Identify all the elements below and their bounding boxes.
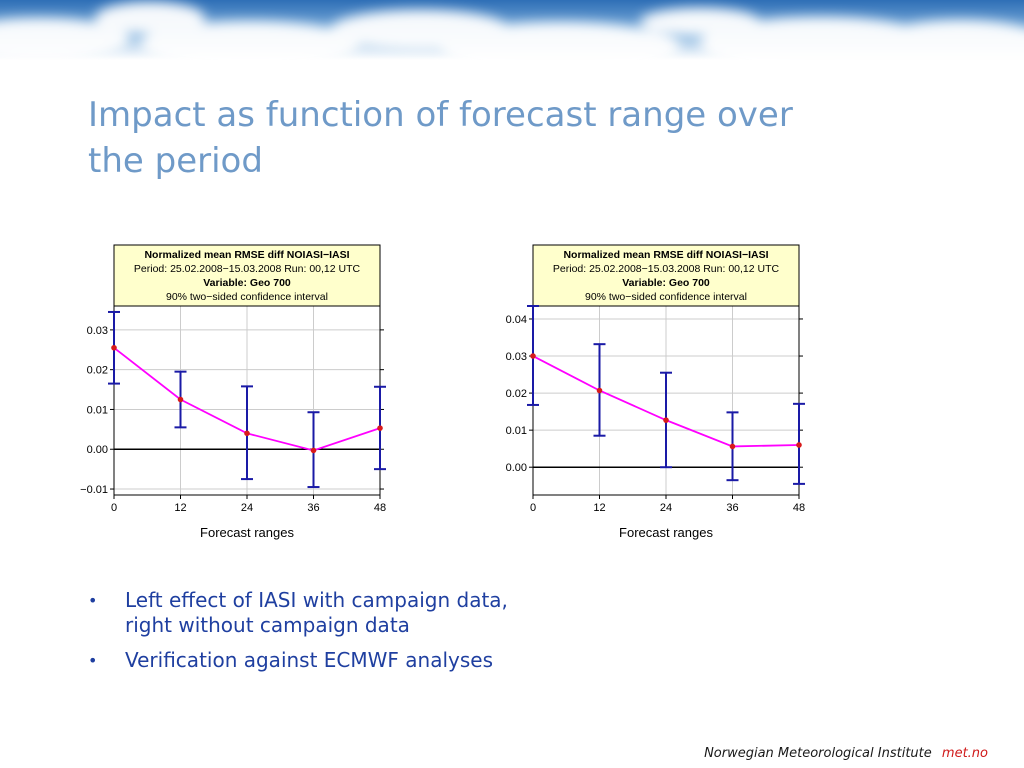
data-point [244,430,250,437]
chart-header-line: Variable: Geo 700 [203,277,291,289]
footer-brand: met.no [941,746,988,761]
x-tick-label: 0 [111,502,117,514]
slide-title-line: Impact as function of forecast range ove… [88,95,793,135]
chart-header-line: Variable: Geo 700 [622,277,710,289]
x-tick-label: 24 [241,502,253,514]
y-tick-label: 0.03 [506,351,527,363]
y-tick-label: 0.01 [87,404,108,416]
footer-org: Norwegian Meteorological Institute [704,746,932,761]
slide-title: Impact as function of forecast range ove… [88,92,848,184]
y-tick-label: 0.03 [87,325,108,337]
data-point [729,443,736,450]
x-tick-label: 24 [660,502,672,514]
footer: Norwegian Meteorological Institute met.n… [704,746,988,761]
data-point [177,396,184,403]
data-point [530,353,536,359]
y-tick-label: 0.04 [506,314,527,326]
y-tick-label: −0.01 [80,484,108,496]
x-axis-label: Forecast ranges [200,525,294,540]
y-tick-label: 0.02 [87,365,108,377]
data-point [310,447,317,454]
chart-left: Normalized mean RMSE diff NOIASI−IASI Per… [80,244,386,540]
bullet-dot-icon: • [88,591,98,610]
data-point [111,344,117,351]
data-point [596,387,603,394]
x-tick-label: 48 [374,502,386,514]
y-tick-label: 0.02 [506,388,527,400]
chart-header-line: 90% two−sided confidence interval [166,291,328,303]
sky-banner [0,0,1024,140]
chart-header-line: Period: 25.02.2008−15.03.2008 Run: 00,12… [134,263,361,275]
data-point [663,417,669,423]
chart-header-box [532,244,800,307]
y-tick-label: 0.00 [87,444,108,456]
bullet-item: • Verification against ECMWF analyses [88,648,508,673]
bullet-dot-icon: • [88,651,98,670]
bullet-text: right without campaign data [125,613,410,637]
bullet-list: • Left effect of IASI with campaign data… [88,588,508,683]
bullet-item: • Left effect of IASI with campaign data… [88,588,508,638]
chart-header-box [113,244,381,307]
slide-title-line: the period [88,141,263,181]
chart-header-line: 90% two−sided confidence interval [585,291,747,303]
x-axis-label: Forecast ranges [619,525,713,540]
chart-header-line: Normalized mean RMSE diff NOIASI−IASI [144,249,349,261]
x-tick-label: 36 [726,502,738,514]
x-tick-label: 36 [307,502,319,514]
chart-header-line: Period: 25.02.2008−15.03.2008 Run: 00,12… [553,263,780,275]
x-tick-label: 48 [793,502,805,514]
chart-header-line: Normalized mean RMSE diff NOIASI−IASI [563,249,768,261]
data-point [796,442,802,448]
chart-right: Normalized mean RMSE diff NOIASI−IASI Per… [506,244,805,540]
y-tick-label: 0.00 [506,462,527,474]
bullet-text: Left effect of IASI with campaign data, [125,588,508,612]
bullet-text: Verification against ECMWF analyses [125,648,494,672]
x-tick-label: 0 [530,502,536,514]
y-tick-label: 0.01 [506,425,527,437]
x-tick-label: 12 [174,502,186,514]
data-point [377,425,383,431]
x-tick-label: 12 [593,502,605,514]
